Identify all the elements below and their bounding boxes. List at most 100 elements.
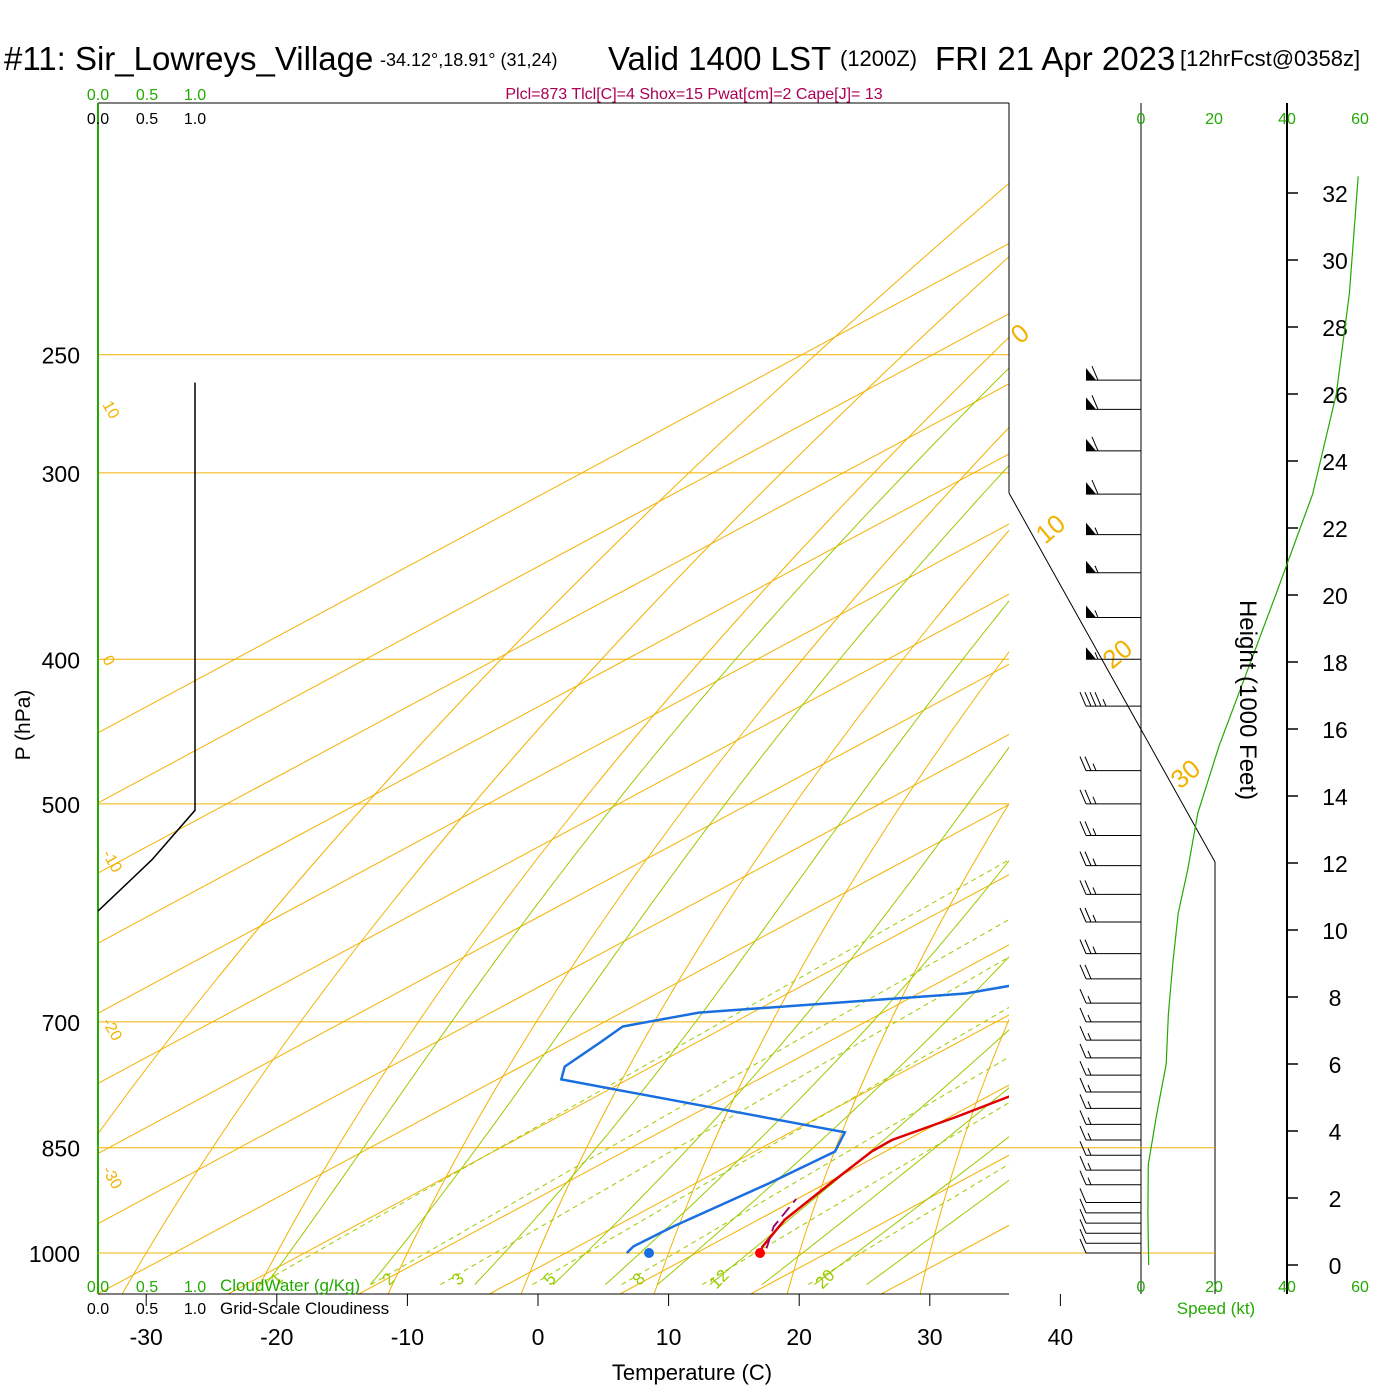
wind-barb — [1079, 1025, 1141, 1041]
station-coords: -34.12°,18.91° (31,24) — [380, 50, 558, 70]
height-tick-12: 12 — [1322, 851, 1348, 877]
wind-barb-full — [1079, 1025, 1087, 1041]
wind-barb-full — [1079, 1155, 1087, 1171]
wind-barb — [1079, 1094, 1141, 1109]
temp-tick-0: 0 — [532, 1324, 545, 1350]
wind-barb-full — [1089, 691, 1097, 707]
dry-adiabat — [98, 182, 1009, 1135]
height-tick-10: 10 — [1322, 918, 1348, 944]
speed-tick-bottom: 20 — [1205, 1279, 1223, 1296]
wind-barb — [1079, 821, 1141, 836]
cloudwater-tick-top: 1.0 — [184, 87, 206, 104]
isotherm — [227, 874, 1009, 1294]
wind-barb-half — [1087, 1148, 1092, 1156]
isotherm-label: -10 — [99, 847, 125, 876]
height-tick-30: 30 — [1322, 248, 1348, 274]
cloudiness-tick-top: 0.0 — [87, 111, 109, 128]
moist-adiabat — [474, 600, 1009, 1285]
wind-barb — [1079, 1110, 1141, 1125]
wind-barb-half — [1094, 610, 1099, 618]
wind-barb-full — [1079, 756, 1087, 771]
mixing-ratio-label: 2 — [379, 1269, 399, 1289]
wind-barb-half — [1087, 1162, 1092, 1171]
height-tick-32: 32 — [1322, 181, 1348, 207]
wind-barb — [1079, 1155, 1141, 1171]
wind-barb-full — [1079, 1170, 1087, 1185]
wind-barb — [1079, 1043, 1141, 1059]
mixing-ratio-label: 8 — [629, 1269, 649, 1289]
wind-barb-full — [1079, 1188, 1087, 1203]
wind-barb — [1079, 1208, 1141, 1224]
wind-barb-full — [1079, 880, 1087, 895]
speed-tick-bottom: 0 — [1137, 1279, 1146, 1296]
isotherm-label: 10 — [1030, 508, 1071, 550]
isotherm — [1012, 103, 1400, 1294]
wind-barb-half — [1092, 763, 1097, 771]
wind-barb — [1079, 851, 1141, 867]
height-tick-6: 6 — [1329, 1052, 1342, 1078]
dry-adiabat — [387, 426, 1009, 1294]
wind-barb-full — [1079, 1060, 1087, 1076]
wind-barb-full — [1079, 1125, 1087, 1141]
isotherm — [98, 383, 1009, 874]
wind-panel — [1008, 103, 1288, 1294]
temp-tick-10: 10 — [656, 1324, 682, 1350]
wind-barb-flag — [1086, 605, 1096, 618]
station-title: #11: Sir_Lowreys_Village — [4, 40, 373, 77]
wind-barb — [1079, 907, 1141, 923]
isotherm — [98, 663, 1009, 1155]
surface-dewpoint-dot — [644, 1248, 655, 1258]
wind-barb — [1079, 1077, 1141, 1093]
isotherm — [98, 733, 1009, 1225]
grid-layer — [98, 103, 1400, 1294]
wind-barb-flag — [1086, 647, 1096, 660]
dry-adiabat — [786, 802, 1009, 1294]
height-tick-22: 22 — [1322, 516, 1348, 542]
isotherm — [619, 1084, 1009, 1294]
wind-barb — [1086, 395, 1141, 410]
wind-barb — [1086, 647, 1141, 660]
dry-adiabat — [919, 1018, 1009, 1294]
isotherm — [489, 1014, 1009, 1294]
wind-barb — [1079, 691, 1141, 707]
cloudwater-tick-bottom: 0.5 — [136, 1279, 158, 1296]
forecast-info: [12hrFcst@0358z] — [1180, 46, 1360, 71]
wind-barb-full — [1094, 691, 1102, 707]
wind-barb — [1079, 988, 1141, 1004]
temp-tick-30: 30 — [917, 1324, 943, 1350]
height-tick-20: 20 — [1322, 583, 1348, 609]
wind-barb — [1079, 1219, 1141, 1234]
wind-barb-half — [1092, 887, 1097, 895]
dry-adiabat — [1319, 110, 1400, 1294]
wind-barb-flag — [1086, 368, 1096, 381]
wind-barb — [1086, 479, 1141, 495]
isotherm-label: 10 — [99, 398, 123, 422]
isotherm — [98, 453, 1009, 944]
wind-barb-full — [1079, 1077, 1087, 1093]
wind-barb-full — [1079, 789, 1087, 805]
wind-barb-half — [1087, 1050, 1092, 1059]
cloudiness-tick-bottom: 0.5 — [136, 1301, 158, 1318]
wind-barb-full — [1091, 365, 1099, 381]
isotherm — [98, 243, 1009, 734]
wind-barb-full — [1079, 907, 1087, 923]
isotherm-label: 30 — [1165, 753, 1206, 795]
wind-barb — [1079, 1141, 1141, 1156]
wind-panel-edge — [1008, 492, 1216, 1294]
cloudwater-tick-bottom: 0.0 — [87, 1279, 109, 1296]
wind-barb-full — [1079, 691, 1087, 707]
moist-adiabat — [369, 464, 1009, 1285]
wind-barb-full — [1091, 436, 1099, 452]
wind-barb-full — [1084, 939, 1092, 954]
wind-barb-full — [1079, 851, 1087, 866]
wind-barb-layer — [1079, 365, 1141, 1254]
moist-adiabat — [265, 367, 1009, 1285]
wind-barb — [1086, 365, 1141, 381]
moist-adiabat — [552, 746, 1009, 1285]
moist-adiabat — [761, 1087, 1009, 1285]
cloudiness-tick-top: 1.0 — [184, 111, 206, 128]
wind-barb-full — [1079, 1219, 1087, 1234]
wind-barb — [1079, 789, 1141, 805]
